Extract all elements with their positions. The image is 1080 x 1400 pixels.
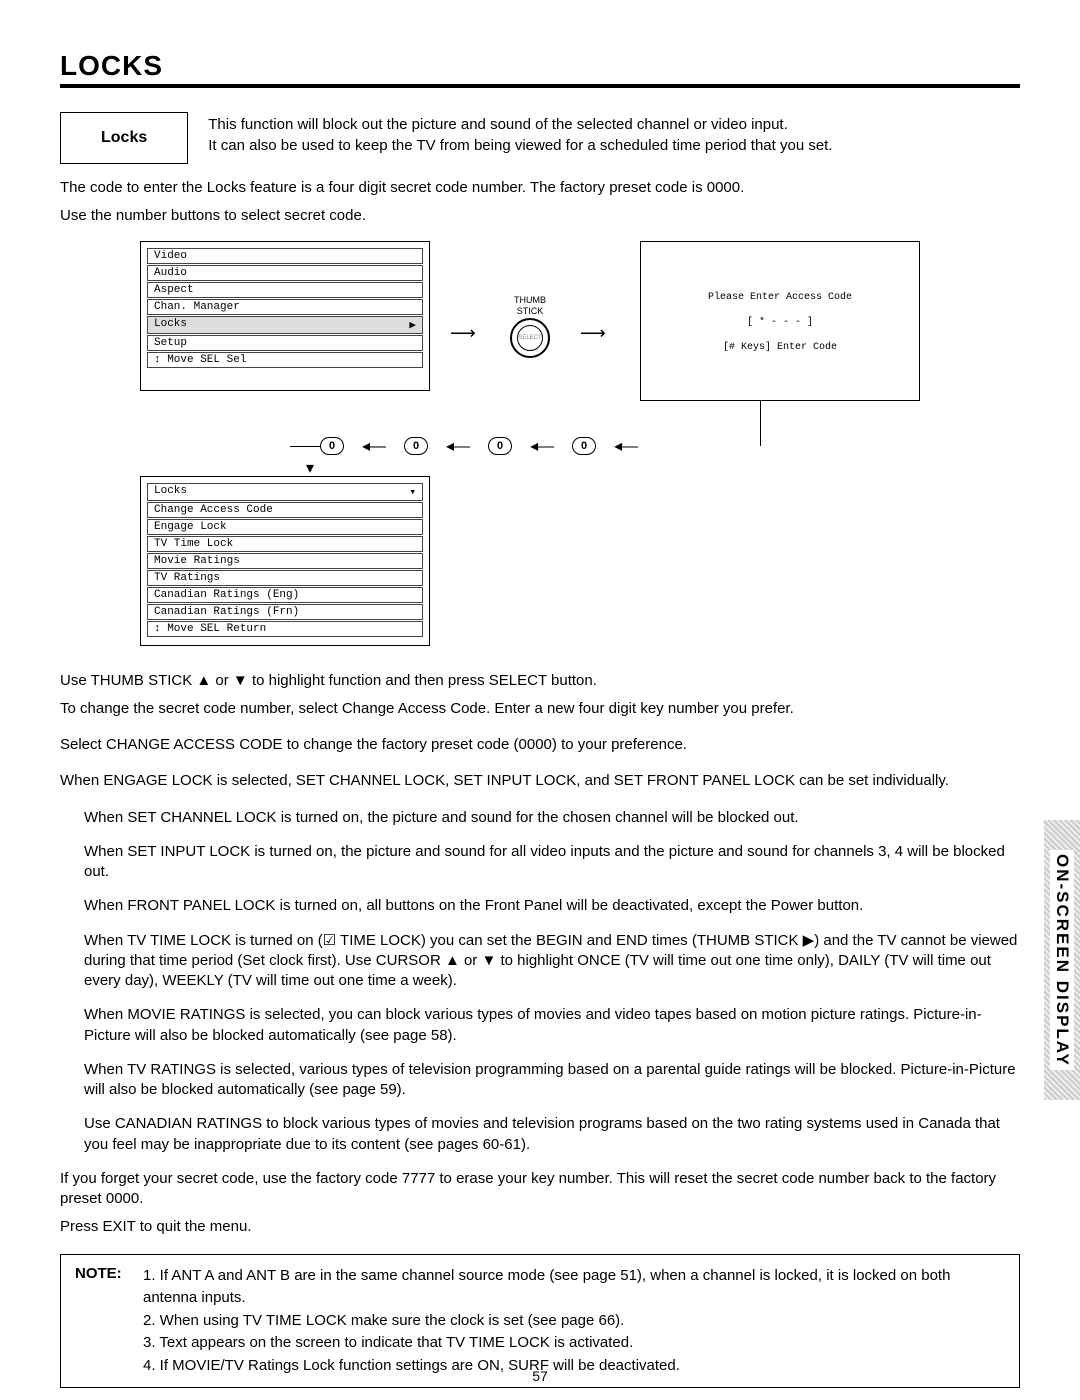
arrow-right-icon: ⟶ bbox=[450, 323, 476, 344]
osd-title: Locks▾ bbox=[147, 483, 423, 501]
code-info-2: Use the number buttons to select secret … bbox=[60, 206, 1020, 226]
body-para: To change the secret code number, select… bbox=[60, 699, 1020, 719]
osd-item: TV Ratings bbox=[147, 570, 423, 586]
title-rule bbox=[60, 84, 1020, 88]
body-para: Select CHANGE ACCESS CODE to change the … bbox=[60, 735, 1020, 755]
side-tab: ON-SCREEN DISPLAY bbox=[1044, 820, 1080, 1100]
zero-buttons-row: ▾ 0 ◂— 0 ◂— 0 ◂— 0 ◂— bbox=[320, 436, 638, 456]
note-item: 3. Text appears on the screen to indicat… bbox=[143, 1332, 1005, 1355]
locks-label-box: Locks bbox=[60, 112, 188, 164]
body-para-indent: When FRONT PANEL LOCK is turned on, all … bbox=[60, 896, 1020, 916]
osd-footer: ↕ Move SEL Sel bbox=[147, 352, 423, 368]
access-row: Please Enter Access Code bbox=[661, 292, 899, 303]
body-para: When ENGAGE LOCK is selected, SET CHANNE… bbox=[60, 771, 1020, 791]
osd-item: Chan. Manager bbox=[147, 299, 423, 315]
osd-footer: ↕ Move SEL Return bbox=[147, 621, 423, 637]
section-title: LOCKS bbox=[60, 50, 1020, 82]
access-row: [# Keys] Enter Code bbox=[661, 342, 899, 353]
intro-line1: This function will block out the picture… bbox=[208, 114, 832, 135]
body-para: If you forget your secret code, use the … bbox=[60, 1169, 1020, 1210]
zero-button-icon: 0 bbox=[572, 437, 596, 455]
osd-item: Change Access Code bbox=[147, 502, 423, 518]
note-list: 1. If ANT A and ANT B are in the same ch… bbox=[143, 1265, 1005, 1378]
note-label: NOTE: bbox=[75, 1265, 129, 1378]
osd-item: Audio bbox=[147, 265, 423, 281]
note-item: 1. If ANT A and ANT B are in the same ch… bbox=[143, 1265, 1005, 1310]
osd-item: Canadian Ratings (Frn) bbox=[147, 604, 423, 620]
thumb-circle-icon: SELECT bbox=[510, 318, 550, 358]
osd-locks-menu: Locks▾ Change Access Code Engage Lock TV… bbox=[140, 476, 430, 646]
page-number: 57 bbox=[0, 1368, 1080, 1384]
osd-item: Movie Ratings bbox=[147, 553, 423, 569]
arrow-left-icon: ◂— bbox=[446, 436, 470, 456]
code-info-1: The code to enter the Locks feature is a… bbox=[60, 178, 1020, 198]
body-para-indent: When TV RATINGS is selected, various typ… bbox=[60, 1060, 1020, 1101]
body-para: Press EXIT to quit the menu. bbox=[60, 1217, 1020, 1237]
osd-item: Setup bbox=[147, 335, 423, 351]
thumb-label: STICK bbox=[490, 307, 570, 316]
arrow-down-icon: ▾ bbox=[306, 458, 314, 478]
thumbstick: THUMB STICK SELECT bbox=[490, 296, 570, 358]
osd-item-selected: Locks▶ bbox=[147, 316, 423, 334]
body-para-indent: When SET CHANNEL LOCK is turned on, the … bbox=[60, 808, 1020, 828]
body-para-indent: When TV TIME LOCK is turned on (☑ TIME L… bbox=[60, 931, 1020, 992]
osd-main-menu: Video Audio Aspect Chan. Manager Locks▶ … bbox=[140, 241, 430, 391]
osd-item: Aspect bbox=[147, 282, 423, 298]
osd-item: Video bbox=[147, 248, 423, 264]
intro-row: Locks This function will block out the p… bbox=[60, 112, 1020, 164]
connector-line bbox=[760, 401, 761, 446]
note-item: 2. When using TV TIME LOCK make sure the… bbox=[143, 1310, 1005, 1333]
connector-line bbox=[290, 446, 320, 447]
zero-button-icon: 0 bbox=[320, 437, 344, 455]
zero-button-icon: 0 bbox=[404, 437, 428, 455]
body-para: Use THUMB STICK ▲ or ▼ to highlight func… bbox=[60, 671, 1020, 691]
intro-line2: It can also be used to keep the TV from … bbox=[208, 135, 832, 156]
access-row: [ * - - - ] bbox=[661, 317, 899, 328]
body-para-indent: When SET INPUT LOCK is turned on, the pi… bbox=[60, 842, 1020, 883]
body-para-indent: Use CANADIAN RATINGS to block various ty… bbox=[60, 1114, 1020, 1155]
osd-item: Engage Lock bbox=[147, 519, 423, 535]
intro-text: This function will block out the picture… bbox=[208, 112, 832, 156]
zero-button-icon: 0 bbox=[488, 437, 512, 455]
access-code-box: Please Enter Access Code [ * - - - ] [# … bbox=[640, 241, 920, 401]
arrow-right-icon: ⟶ bbox=[580, 323, 606, 344]
arrow-left-icon: ◂— bbox=[530, 436, 554, 456]
side-tab-text: ON-SCREEN DISPLAY bbox=[1052, 854, 1072, 1067]
body-para-indent: When MOVIE RATINGS is selected, you can … bbox=[60, 1005, 1020, 1046]
diagram-area: Video Audio Aspect Chan. Manager Locks▶ … bbox=[60, 241, 1020, 661]
osd-item: TV Time Lock bbox=[147, 536, 423, 552]
arrow-left-icon: ◂— bbox=[614, 436, 638, 456]
arrow-left-icon: ◂— bbox=[362, 436, 386, 456]
osd-item: Canadian Ratings (Eng) bbox=[147, 587, 423, 603]
thumb-label: THUMB bbox=[490, 296, 570, 305]
thumb-inner: SELECT bbox=[517, 325, 543, 351]
